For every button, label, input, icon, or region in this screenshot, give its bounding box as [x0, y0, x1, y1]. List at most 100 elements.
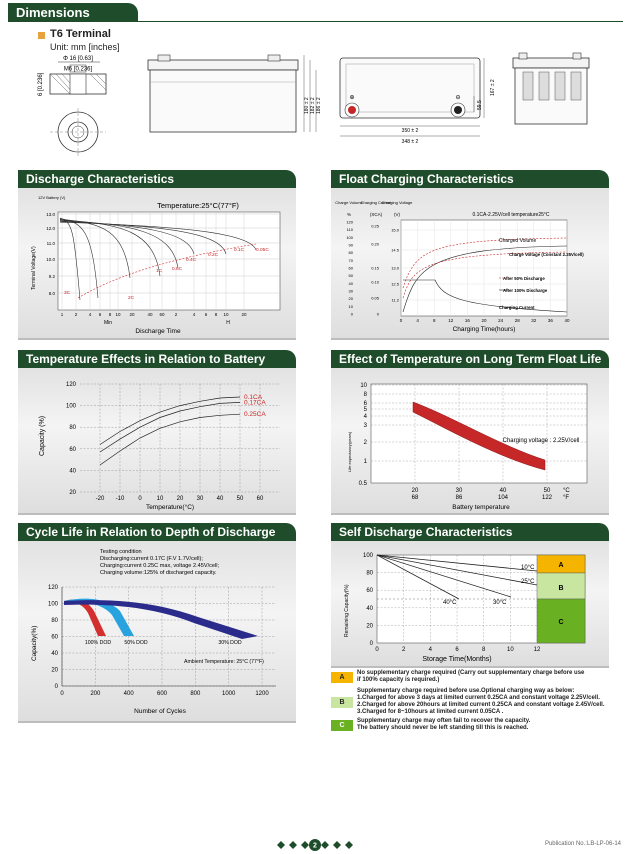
self-ytick: 80: [366, 571, 373, 577]
float-life-ytick: 5: [364, 407, 368, 413]
float-head-voltage: Charging Voltage: [382, 200, 413, 205]
dim-inner: 59.5: [477, 100, 483, 110]
legend-key-a: A: [331, 672, 353, 683]
self-ytick: 60: [366, 588, 373, 594]
terminal-unit: Unit: mm [inches]: [50, 42, 120, 52]
legend-b-1: 1.Charged for above 3 days at limited cu…: [357, 695, 600, 701]
discharge-battery-label: 12V Battery (V): [38, 195, 66, 200]
legend-row-c: C Supplementary charge may often fail to…: [331, 718, 621, 734]
float-life-xtick-f: 104: [498, 495, 509, 501]
temp-capacity-ylabel: Capacity (%): [39, 416, 46, 456]
legend-key-b: B: [331, 697, 353, 708]
terminal-title: T6 Terminal: [50, 28, 111, 40]
cycle-ytick: 100: [48, 602, 59, 608]
float-xtick: 0: [400, 318, 403, 323]
self-ytick: 100: [363, 553, 374, 559]
cycle-dod-100-text: 100% DOD: [85, 640, 111, 646]
self-line-40c: [376, 554, 460, 600]
temp-capacity-xtick: -10: [116, 496, 125, 502]
dim-height-1: 180 ± 2: [304, 97, 310, 114]
temp-capacity-xtick: 30: [197, 496, 204, 502]
float-y1-tick: 0: [351, 312, 354, 317]
discharge-curve-label: 2C: [128, 295, 135, 301]
terminal-dim-height: 6 [0.236]: [38, 72, 44, 96]
self-xtick: 4: [429, 647, 433, 653]
legend-text-a: No supplementary charge required (Carry …: [357, 670, 585, 683]
terminal-plus-icon: ⊕: [349, 95, 354, 101]
section-header-float: Float Charging Characteristics: [331, 170, 609, 188]
float-y3-tick: 11.2: [392, 298, 400, 303]
float-life-xtick-f: 86: [456, 495, 463, 501]
self-zone-b-label: B: [558, 585, 563, 592]
battery-top-view: ⊕ ⊖ 167 ± 2 59.5 350 ± 2 348 ± 2: [339, 57, 496, 145]
legend-b-3: 3.Charged for 8~10hours at limited curre…: [357, 709, 504, 715]
discharge-xlabel: Discharge Time: [135, 328, 181, 335]
discharge-curve-label: 1C: [156, 268, 163, 274]
self-xtick: 8: [482, 647, 486, 653]
cycle-dod-100: 100% DOD: [85, 640, 111, 646]
float-y1-tick: 40: [349, 281, 354, 286]
self-zone-a-label: A: [558, 562, 563, 569]
discharge-xtick: 1: [61, 312, 64, 317]
float-head-current: Charging Current: [361, 200, 393, 205]
cycle-dod-30: 30% DOD: [218, 640, 242, 646]
float-y2-tick: 0.25: [371, 224, 380, 229]
float-xtick: 28: [515, 318, 521, 323]
temp-capacity-xtick: 10: [157, 496, 164, 502]
cycle-ytick: 80: [51, 618, 58, 624]
discharge-curve-label: 0.2C: [208, 252, 219, 258]
float-y3-tick: 14.5: [391, 248, 400, 253]
self-xtick: 10: [507, 647, 514, 653]
discharge-ytick: 13.0: [46, 212, 55, 217]
cycle-ambient: Ambient Temperature: 25°C (77°F): [184, 659, 264, 665]
float-life-annotation-text: Charging voltage : 2.25V/cell: [503, 438, 580, 444]
temp-capacity-line-1: [99, 402, 241, 453]
float-xtick: 36: [548, 318, 554, 323]
float-voltage-line-50: [402, 251, 568, 299]
discharge-ytick: 9.2: [49, 274, 56, 279]
float-xtick: 8: [433, 318, 436, 323]
temp-capacity-series-label: 0.1CA: [244, 394, 263, 401]
temp-capacity-xtick: 50: [237, 496, 244, 502]
float-y1-tick: 30: [349, 289, 354, 294]
float-xtick: 40: [564, 318, 570, 323]
cycle-cond-0: Testing condition: [100, 549, 142, 555]
terminal-minus-icon: ⊖: [455, 95, 460, 101]
dim-height-3: 186 ± 2: [316, 97, 322, 114]
cycle-ytick: 120: [48, 585, 59, 591]
legend-c-1: Supplementary charge may often fail to r…: [357, 718, 531, 724]
cycle-dod-50: 50% DOD: [124, 640, 148, 646]
discharge-curve-4: [59, 220, 179, 269]
section-header-self-discharge: Self Discharge Characteristics: [331, 523, 609, 541]
battery-end-view: [512, 52, 590, 125]
float-life-ytick: 6: [364, 401, 368, 407]
temp-capacity-xlabel: Temperature(°C): [146, 503, 194, 511]
self-zone-c-label: C: [558, 619, 563, 626]
float-xtick: 16: [465, 318, 471, 323]
float-xtick: 20: [481, 318, 487, 323]
float-y2-tick: 0.20: [371, 242, 380, 247]
float-chart: Charge Volume Charging Current Charging …: [335, 200, 584, 333]
discharge-curve-7: [59, 221, 257, 251]
section-header-float-life: Effect of Temperature on Long Term Float…: [331, 350, 609, 368]
self-xtick: 0: [375, 647, 379, 653]
float-life-ytick: 8: [364, 392, 368, 398]
cycle-ytick: 40: [51, 651, 58, 657]
discharge-xtick: 8: [109, 312, 112, 317]
float-life-xtick-c: 40: [500, 488, 507, 494]
publication-number: Publication No.:LB-LP-06-14: [544, 841, 621, 847]
dim-depth: 167 ± 2: [490, 79, 496, 96]
float-life-ytick: 10: [360, 383, 367, 389]
float-label-charge-voltage-text: Charge Voltage (Constant 2.25V/cell): [509, 252, 584, 257]
temp-capacity-xtick: 40: [217, 496, 224, 502]
discharge-xtick: 10: [223, 312, 229, 317]
float-unit-xca: (XCA): [370, 212, 383, 217]
legend-key-c: C: [331, 720, 353, 731]
float-head-volume: Charge Volume: [335, 200, 363, 205]
discharge-ylabel: Terminal Voltage(V): [31, 246, 37, 290]
cycle-xtick: 200: [90, 691, 101, 697]
float-label-charging-current: Charging Current: [499, 305, 535, 310]
float-y2-tick: 0.15: [371, 266, 380, 271]
float-y1-tick: 10: [349, 304, 354, 309]
self-ytick: 40: [366, 606, 373, 612]
